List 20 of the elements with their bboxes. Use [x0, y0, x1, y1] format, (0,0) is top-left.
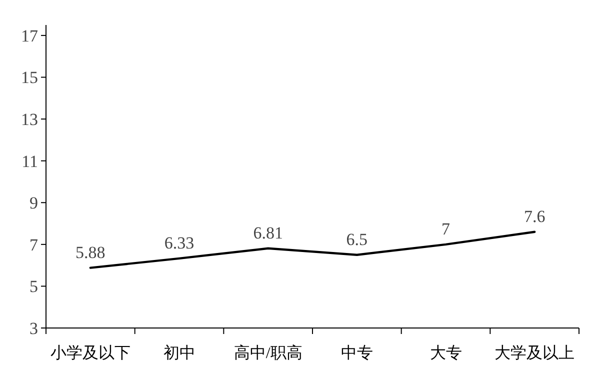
y-tick-label: 11 [22, 152, 38, 171]
x-tick-label: 高中/职高 [234, 344, 302, 362]
y-tick-label: 13 [21, 110, 38, 130]
x-tick-label: 中专 [340, 344, 373, 362]
x-tick-label: 大专 [430, 344, 462, 362]
data-label: 6.5 [346, 230, 368, 249]
data-label: 6.33 [164, 233, 194, 252]
data-label: 7.6 [524, 206, 546, 226]
y-tick-label: 5 [30, 277, 38, 296]
x-tick-label: 小学及以下 [50, 344, 130, 362]
data-label: 5.88 [76, 242, 106, 262]
y-tick-label: 3 [30, 319, 38, 338]
y-tick-label: 9 [30, 194, 38, 213]
y-tick-label: 7 [30, 235, 38, 254]
data-label: 6.81 [253, 223, 283, 242]
y-tick-label: 15 [21, 68, 38, 88]
x-tick-label: 初中 [163, 344, 196, 362]
data-label: 7 [442, 219, 450, 238]
x-tick-label: 大学及以上 [494, 344, 575, 362]
y-tick-label: 17 [21, 26, 38, 46]
